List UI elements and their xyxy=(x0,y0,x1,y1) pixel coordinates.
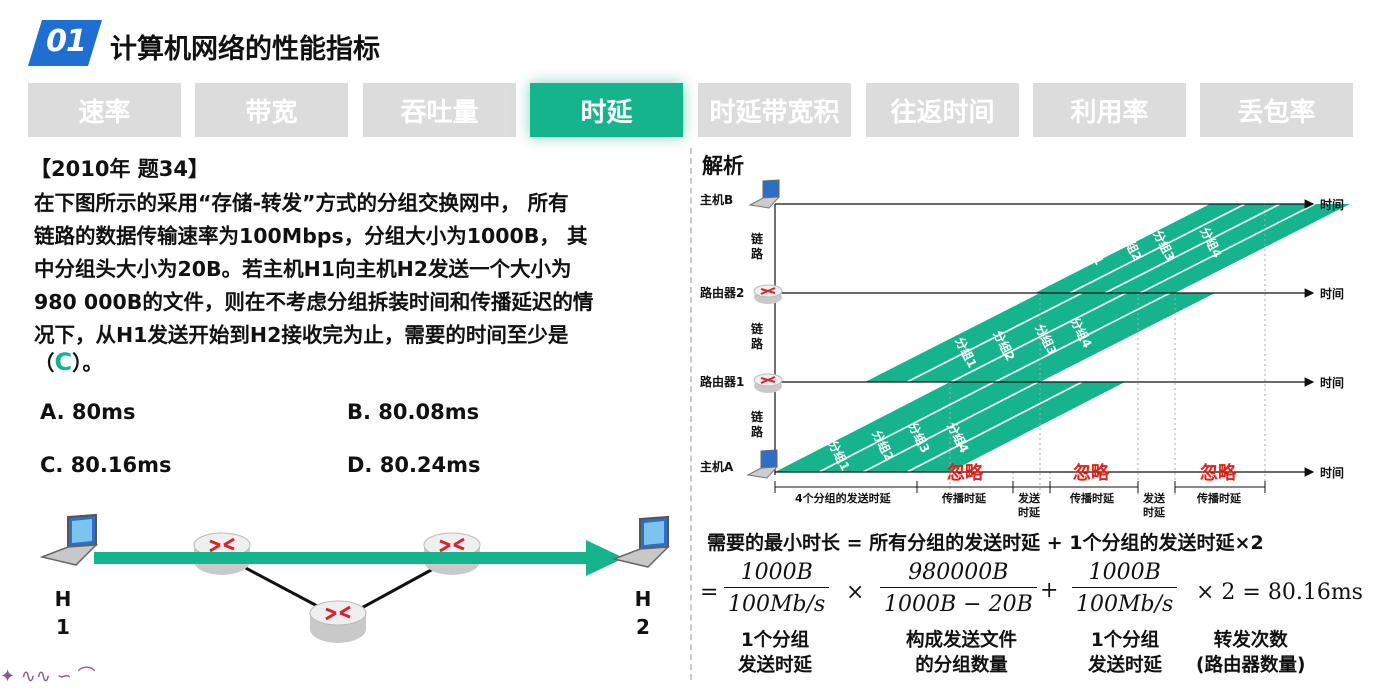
page-title: 计算机网络的性能指标 xyxy=(110,34,380,65)
fraction-3-denominator: 100Mb/s xyxy=(1072,587,1178,617)
fraction-3: 1000B 100Mb/s xyxy=(1072,560,1178,617)
option-c[interactable]: C. 80.16ms xyxy=(40,453,172,477)
host-h2-number: 2 xyxy=(636,615,650,639)
tab-7[interactable]: 利用率 xyxy=(1033,83,1186,137)
caption-3: 1个分组 发送时延 xyxy=(1088,628,1162,678)
answer-close: ）。 xyxy=(72,351,103,375)
option-a[interactable]: A. 80ms xyxy=(40,400,136,424)
question-line-3: 中分组头大小为20B。若主机H1向主机H2发送一个大小为 xyxy=(34,257,572,281)
router-icon xyxy=(753,284,783,304)
caption-1-line-1: 1个分组 xyxy=(740,630,810,651)
analysis-title: 解析 xyxy=(702,154,744,178)
ignore-label: 忽略 xyxy=(947,462,984,484)
span-label-send1-line2: 时延 xyxy=(1143,505,1166,519)
span-label-send1-line2: 时延 xyxy=(1018,505,1041,519)
link-label-3-char-1: 链路 xyxy=(751,231,764,261)
arrow-head-icon xyxy=(586,540,624,576)
fraction-2-numerator: 980000B xyxy=(908,560,1009,585)
question-line-5: 况下，从H1发送开始到H2接收完为止，需要的时间至少是 xyxy=(34,323,569,347)
section-number: 01 xyxy=(46,24,87,59)
answer-letter: C xyxy=(54,348,73,376)
span-label-send1-line1: 发送 xyxy=(1017,491,1041,505)
link-label-2: 链路 xyxy=(751,321,764,351)
option-d[interactable]: D. 80.24ms xyxy=(347,453,481,477)
span-label-prop: 传播时延 xyxy=(1196,491,1242,505)
question-line-2: 链路的数据传输速率为100Mbps，分组大小为1000B， 其 xyxy=(34,224,588,248)
router-icon xyxy=(309,600,367,643)
span-label-prop: 传播时延 xyxy=(941,491,987,505)
caption-3-line-2: 发送时延 xyxy=(1088,655,1163,676)
laptop-icon xyxy=(746,449,779,479)
tab-8[interactable]: 丢包率 xyxy=(1200,83,1353,137)
tab-5[interactable]: 时延带宽积 xyxy=(698,83,851,137)
time-label: 时间 xyxy=(1320,286,1344,301)
laptop-icon xyxy=(748,179,781,209)
tab-2[interactable]: 带宽 xyxy=(195,83,348,137)
fraction-2: 980000B 1000B − 20B xyxy=(880,560,1037,617)
span-label-prop: 传播时延 xyxy=(1069,491,1115,505)
row-label-host-a: 主机A xyxy=(700,459,734,474)
formula-tail: × 2 = 80.16ms xyxy=(1196,580,1363,605)
caption-1: 1个分组 发送时延 xyxy=(738,628,812,678)
time-label: 时间 xyxy=(1320,197,1344,212)
formula-equals: = xyxy=(700,580,719,605)
time-label: 时间 xyxy=(1320,465,1344,480)
caption-4: 转发次数 (路由器数量) xyxy=(1196,628,1305,678)
fraction-1-numerator: 1000B xyxy=(740,560,813,585)
caption-2-line-1: 构成发送文件 xyxy=(906,630,1018,651)
caption-2-line-2: 的分组数量 xyxy=(915,655,1008,676)
ignore-label: 忽略 xyxy=(1200,462,1237,484)
laptop-icon xyxy=(611,515,670,568)
fraction-2-denominator: 1000B − 20B xyxy=(880,587,1037,617)
question-source: 【2010年 题34】 xyxy=(30,157,209,181)
question-line-4: 980 000B的文件，则在不考虑分组拆装时间和传播延迟的情 xyxy=(34,290,594,314)
laptop-icon xyxy=(39,513,98,566)
caption-4-line-1: 转发次数 xyxy=(1213,630,1288,651)
row-label-router-2: 路由器2 xyxy=(700,285,744,300)
span-label-send1-line1: 发送 xyxy=(1142,491,1166,505)
caption-1-line-2: 发送时延 xyxy=(738,655,813,676)
row-label-router-1: 路由器1 xyxy=(700,374,744,389)
fraction-1-denominator: 100Mb/s xyxy=(724,587,830,617)
question-line-1: 在下图所示的采用“存储-转发”方式的分组交换网中， 所有 xyxy=(34,191,569,215)
tab-4[interactable]: 时延 xyxy=(530,83,683,137)
formula-times: × xyxy=(846,580,865,605)
answer-open: （ xyxy=(34,351,55,375)
link-label-1: 链路 xyxy=(751,409,764,439)
caption-2: 构成发送文件 的分组数量 xyxy=(906,628,1017,678)
network-diagram xyxy=(39,513,670,643)
caption-4-line-2: (路由器数量) xyxy=(1196,655,1306,676)
host-h1-number: 1 xyxy=(56,615,70,639)
tab-6[interactable]: 往返时间 xyxy=(866,83,1019,137)
question-answer-line: （C）。 xyxy=(34,346,103,376)
host-h2-label: H 2 xyxy=(628,585,658,641)
option-b[interactable]: B. 80.08ms xyxy=(347,400,480,424)
formula-plus: + xyxy=(1040,578,1059,603)
timing-diagram: 主机B 路由器2 路由器1 主机A 链路 链路 链路 时间 时间 时间 时间 分… xyxy=(700,179,1350,519)
router-icon xyxy=(753,373,783,393)
fraction-3-numerator: 1000B xyxy=(1088,560,1161,585)
caption-3-line-1: 1个分组 xyxy=(1090,630,1160,651)
packet-label-1: 分组1 xyxy=(1079,232,1107,268)
tab-1[interactable]: 速率 xyxy=(28,83,181,137)
tab-3[interactable]: 吞吐量 xyxy=(363,83,516,137)
panel-divider xyxy=(690,148,692,680)
span-label-send-4: 4个分组的发送时延 xyxy=(795,491,892,505)
host-h1-label: H 1 xyxy=(48,585,78,641)
section-badge xyxy=(28,20,102,66)
host-h2-letter: H xyxy=(634,587,652,611)
formula-title: 需要的最小时长 = 所有分组的发送时延 + 1个分组的发送时延×2 xyxy=(707,532,1264,554)
ignore-label: 忽略 xyxy=(1073,462,1110,484)
host-h1-letter: H xyxy=(54,587,72,611)
fraction-1: 1000B 100Mb/s xyxy=(724,560,830,617)
time-label: 时间 xyxy=(1320,375,1344,390)
university-logo-icon: ✦ ∿∿ ∽ ⌒ xyxy=(0,666,96,687)
row-label-host-b: 主机B xyxy=(700,192,733,207)
